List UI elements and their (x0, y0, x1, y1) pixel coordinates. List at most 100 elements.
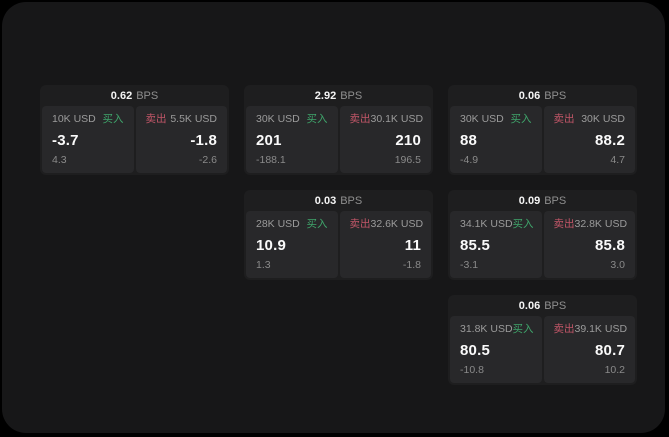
sell-sub-value: 196.5 (394, 154, 421, 166)
sell-side-label: 卖出 (553, 323, 575, 335)
sell-price: 11 (404, 236, 421, 254)
sell-amount: 32.8K USD (574, 218, 628, 230)
quote-body: 34.1K USD 买入 85.5 -3.1 卖出 32.8K USD 85.8… (450, 211, 635, 278)
sell-side-label: 卖出 (349, 113, 371, 125)
buy-quote-tile[interactable]: 10K USD 买入 -3.7 4.3 (42, 106, 134, 173)
buy-quote-tile[interactable]: 34.1K USD 买入 85.5 -3.1 (450, 211, 542, 278)
buy-amount: 10K USD (52, 113, 96, 125)
buy-price: -3.7 (52, 131, 79, 149)
sell-amount: 30.1K USD (370, 113, 424, 125)
buy-side-label: 买入 (306, 218, 328, 230)
bps-unit-label: BPS (136, 90, 159, 102)
buy-quote-tile[interactable]: 30K USD 买入 88 -4.9 (450, 106, 542, 173)
buy-tile-header: 34.1K USD 买入 (460, 218, 534, 231)
bps-header: 0.09 BPS (450, 192, 635, 210)
quote-card: 0.03 BPS 28K USD 买入 10.9 1.3 卖出 32.6K US… (244, 190, 433, 280)
buy-amount: 28K USD (256, 218, 300, 230)
sell-side-label: 卖出 (349, 218, 371, 230)
sell-side-label: 卖出 (145, 113, 167, 125)
sell-tile-header: 卖出 32.8K USD (553, 218, 628, 231)
quote-grid: 0.62 BPS 10K USD 买入 -3.7 4.3 卖出 5.5K USD (40, 85, 637, 385)
buy-side-label: 买入 (102, 113, 124, 125)
sell-amount: 30K USD (581, 113, 625, 125)
quote-body: 30K USD 买入 201 -188.1 卖出 30.1K USD 210 1… (246, 106, 431, 173)
quote-body: 31.8K USD 买入 80.5 -10.8 卖出 39.1K USD 80.… (450, 316, 635, 383)
bps-value: 0.09 (518, 195, 541, 207)
sell-price: 210 (395, 131, 421, 149)
sell-side-label: 卖出 (553, 218, 575, 230)
quote-body: 10K USD 买入 -3.7 4.3 卖出 5.5K USD -1.8 -2.… (42, 106, 227, 173)
sell-amount: 5.5K USD (170, 113, 217, 125)
buy-amount: 30K USD (256, 113, 300, 125)
bps-value: 0.03 (314, 195, 337, 207)
bps-header: 0.06 BPS (450, 297, 635, 315)
buy-quote-tile[interactable]: 31.8K USD 买入 80.5 -10.8 (450, 316, 542, 383)
buy-sub-value: -188.1 (256, 154, 286, 166)
bps-unit-label: BPS (544, 300, 567, 312)
quote-body: 28K USD 买入 10.9 1.3 卖出 32.6K USD 11 -1.8 (246, 211, 431, 278)
buy-sub-value: -10.8 (460, 364, 484, 376)
bps-unit-label: BPS (544, 195, 567, 207)
buy-price: 201 (256, 131, 282, 149)
sell-amount: 32.6K USD (370, 218, 424, 230)
sell-quote-tile[interactable]: 卖出 30.1K USD 210 196.5 (339, 106, 431, 173)
sell-sub-value: -1.8 (402, 259, 421, 271)
quote-card: 0.06 BPS 30K USD 买入 88 -4.9 卖出 30K USD (448, 85, 637, 175)
bps-header: 0.06 BPS (450, 87, 635, 105)
buy-sub-value: 4.3 (52, 154, 67, 166)
sell-sub-value: 3.0 (610, 259, 625, 271)
sell-sub-value: -2.6 (198, 154, 217, 166)
sell-tile-header: 卖出 5.5K USD (146, 113, 218, 126)
sell-price: 88.2 (595, 131, 625, 149)
buy-amount: 34.1K USD (460, 218, 513, 230)
sell-amount: 39.1K USD (574, 323, 628, 335)
buy-sub-value: 1.3 (256, 259, 271, 271)
sell-sub-value: 4.7 (610, 154, 625, 166)
app-window: 0.62 BPS 10K USD 买入 -3.7 4.3 卖出 5.5K USD (2, 2, 665, 433)
sell-quote-tile[interactable]: 卖出 39.1K USD 80.7 10.2 (543, 316, 635, 383)
sell-side-label: 卖出 (553, 113, 575, 125)
sell-tile-header: 卖出 39.1K USD (553, 323, 628, 336)
bps-unit-label: BPS (544, 90, 567, 102)
buy-price: 85.5 (460, 236, 490, 254)
bps-value: 0.06 (518, 90, 541, 102)
sell-tile-header: 卖出 30K USD (554, 113, 626, 126)
buy-side-label: 买入 (306, 113, 328, 125)
buy-side-label: 买入 (512, 323, 534, 335)
quote-card: 2.92 BPS 30K USD 买入 201 -188.1 卖出 30.1K … (244, 85, 433, 175)
buy-quote-tile[interactable]: 28K USD 买入 10.9 1.3 (246, 211, 338, 278)
bps-value: 0.62 (110, 90, 133, 102)
sell-tile-header: 卖出 32.6K USD (349, 218, 424, 231)
sell-quote-tile[interactable]: 卖出 5.5K USD -1.8 -2.6 (135, 106, 227, 173)
sell-quote-tile[interactable]: 卖出 30K USD 88.2 4.7 (543, 106, 635, 173)
sell-quote-tile[interactable]: 卖出 32.6K USD 11 -1.8 (339, 211, 431, 278)
buy-tile-header: 28K USD 买入 (256, 218, 328, 231)
sell-sub-value: 10.2 (604, 364, 625, 376)
sell-quote-tile[interactable]: 卖出 32.8K USD 85.8 3.0 (543, 211, 635, 278)
bps-header: 0.62 BPS (42, 87, 227, 105)
buy-sub-value: -4.9 (460, 154, 479, 166)
sell-tile-header: 卖出 30.1K USD (349, 113, 424, 126)
buy-tile-header: 30K USD 买入 (256, 113, 328, 126)
buy-tile-header: 30K USD 买入 (460, 113, 532, 126)
bps-value: 2.92 (314, 90, 337, 102)
quote-card: 0.06 BPS 31.8K USD 买入 80.5 -10.8 卖出 39.1… (448, 295, 637, 385)
buy-tile-header: 31.8K USD 买入 (460, 323, 534, 336)
buy-tile-header: 10K USD 买入 (52, 113, 124, 126)
buy-quote-tile[interactable]: 30K USD 买入 201 -188.1 (246, 106, 338, 173)
sell-price: -1.8 (190, 131, 217, 149)
buy-price: 80.5 (460, 341, 490, 359)
buy-side-label: 买入 (510, 113, 532, 125)
bps-value: 0.06 (518, 300, 541, 312)
sell-price: 80.7 (595, 341, 625, 359)
buy-amount: 31.8K USD (460, 323, 513, 335)
buy-amount: 30K USD (460, 113, 504, 125)
buy-price: 10.9 (256, 236, 286, 254)
bps-unit-label: BPS (340, 90, 363, 102)
bps-unit-label: BPS (340, 195, 363, 207)
buy-side-label: 买入 (512, 218, 534, 230)
bps-header: 2.92 BPS (246, 87, 431, 105)
buy-sub-value: -3.1 (460, 259, 479, 271)
buy-price: 88 (460, 131, 478, 149)
quote-card: 0.09 BPS 34.1K USD 买入 85.5 -3.1 卖出 32.8K… (448, 190, 637, 280)
